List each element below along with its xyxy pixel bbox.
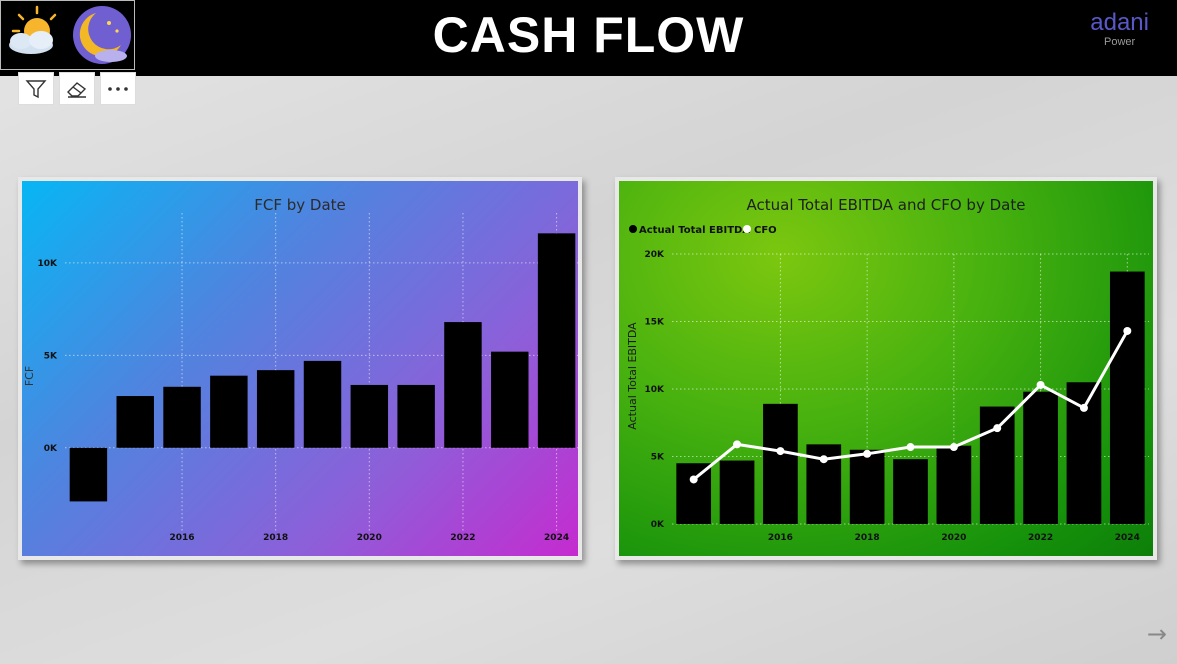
brand-name: adani xyxy=(1090,9,1149,36)
y-tick-label: 0K xyxy=(44,444,58,454)
cfo-point[interactable] xyxy=(949,443,958,452)
y-tick-label: 15K xyxy=(645,318,666,328)
legend: Actual Total EBITDA CFO xyxy=(629,225,777,236)
bar[interactable] xyxy=(116,396,154,448)
filter-icon xyxy=(25,79,47,98)
y-axis-title: FCF xyxy=(23,366,36,386)
bar[interactable] xyxy=(1023,391,1058,524)
fcf-chart[interactable]: FCF by Date FCF 0K 5K 10K 2016 2018 2020 2022… xyxy=(22,181,578,556)
x-tick-label: 2016 xyxy=(768,533,793,543)
eraser-icon xyxy=(67,81,87,98)
x-tick-label: 2022 xyxy=(450,533,475,543)
theme-toggle[interactable] xyxy=(0,0,135,70)
brand-subtitle: Power xyxy=(1104,36,1136,48)
y-tick-label: 10K xyxy=(38,259,59,269)
x-tick-label: 2018 xyxy=(263,533,288,543)
filter-button[interactable] xyxy=(18,72,54,105)
legend-label-cfo[interactable]: CFO xyxy=(754,225,777,236)
ebitda-cfo-chart[interactable]: Actual Total EBITDA and CFO by Date Actu… xyxy=(619,181,1153,556)
cfo-point[interactable] xyxy=(863,449,872,458)
bar[interactable] xyxy=(893,459,928,524)
y-tick-label: 20K xyxy=(645,250,666,260)
cfo-point[interactable] xyxy=(733,440,742,449)
clear-selection-button[interactable] xyxy=(59,72,95,105)
x-tick-label: 2020 xyxy=(357,533,382,543)
bar[interactable] xyxy=(763,403,798,524)
cfo-line[interactable] xyxy=(692,330,1129,481)
visual-toolbar xyxy=(18,72,136,105)
bar[interactable] xyxy=(1109,271,1145,524)
y-tick-label: 10K xyxy=(645,385,666,395)
next-page-arrow-icon[interactable]: → xyxy=(1146,620,1167,648)
bar[interactable] xyxy=(303,360,342,448)
sun-cloud-icon[interactable] xyxy=(9,5,57,54)
cfo-point[interactable] xyxy=(993,424,1002,433)
more-options-icon xyxy=(108,86,128,91)
page-title: CASH FLOW xyxy=(432,7,745,63)
x-tick-label: 2018 xyxy=(855,533,880,543)
bar[interactable] xyxy=(849,449,885,524)
cfo-point[interactable] xyxy=(1036,380,1045,389)
bar[interactable] xyxy=(936,445,972,524)
legend-marker-ebitda xyxy=(629,225,637,233)
x-tick-label: 2024 xyxy=(544,533,569,543)
y-tick-label: 5K xyxy=(44,351,58,361)
ebitda-cfo-chart-card[interactable]: Actual Total EBITDA and CFO by Date Actu… xyxy=(615,177,1157,560)
fcf-chart-card[interactable]: FCF by Date FCF 0K 5K 10K 2016 2018 2020 2022… xyxy=(18,177,582,560)
moon-icon[interactable] xyxy=(73,6,131,64)
y-tick-label: 5K xyxy=(651,453,665,463)
bar[interactable] xyxy=(163,386,201,448)
bar[interactable] xyxy=(491,351,529,448)
brand-logo: adani Power xyxy=(1090,9,1149,49)
bar[interactable] xyxy=(69,447,108,502)
cfo-point[interactable] xyxy=(1123,326,1132,335)
bar[interactable] xyxy=(719,460,755,524)
bar[interactable] xyxy=(537,233,576,448)
x-tick-label: 2016 xyxy=(170,533,195,543)
header-bar: CASH FLOW adani Power xyxy=(0,0,1177,76)
legend-marker-cfo xyxy=(743,225,751,233)
bar[interactable] xyxy=(444,322,482,448)
x-tick-label: 2022 xyxy=(1028,533,1053,543)
y-tick-label: 0K xyxy=(651,520,665,530)
chart-title: Actual Total EBITDA and CFO by Date xyxy=(747,196,1026,214)
bar[interactable] xyxy=(350,384,389,448)
more-options-button[interactable] xyxy=(100,72,136,105)
legend-label-ebitda[interactable]: Actual Total EBITDA xyxy=(639,225,750,236)
bar[interactable] xyxy=(397,384,435,448)
chart-title: FCF by Date xyxy=(254,196,346,214)
bar[interactable] xyxy=(676,463,712,524)
cfo-point[interactable] xyxy=(1079,403,1088,412)
cfo-point[interactable] xyxy=(689,475,698,484)
x-tick-label: 2020 xyxy=(941,533,966,543)
cfo-point[interactable] xyxy=(906,443,915,452)
bar[interactable] xyxy=(256,370,295,448)
cfo-point[interactable] xyxy=(819,455,828,464)
bar[interactable] xyxy=(1066,382,1102,524)
bar[interactable] xyxy=(210,375,248,448)
y-axis-title: Actual Total EBITDA xyxy=(626,322,639,430)
x-tick-label: 2024 xyxy=(1115,533,1140,543)
cfo-point[interactable] xyxy=(776,447,785,456)
